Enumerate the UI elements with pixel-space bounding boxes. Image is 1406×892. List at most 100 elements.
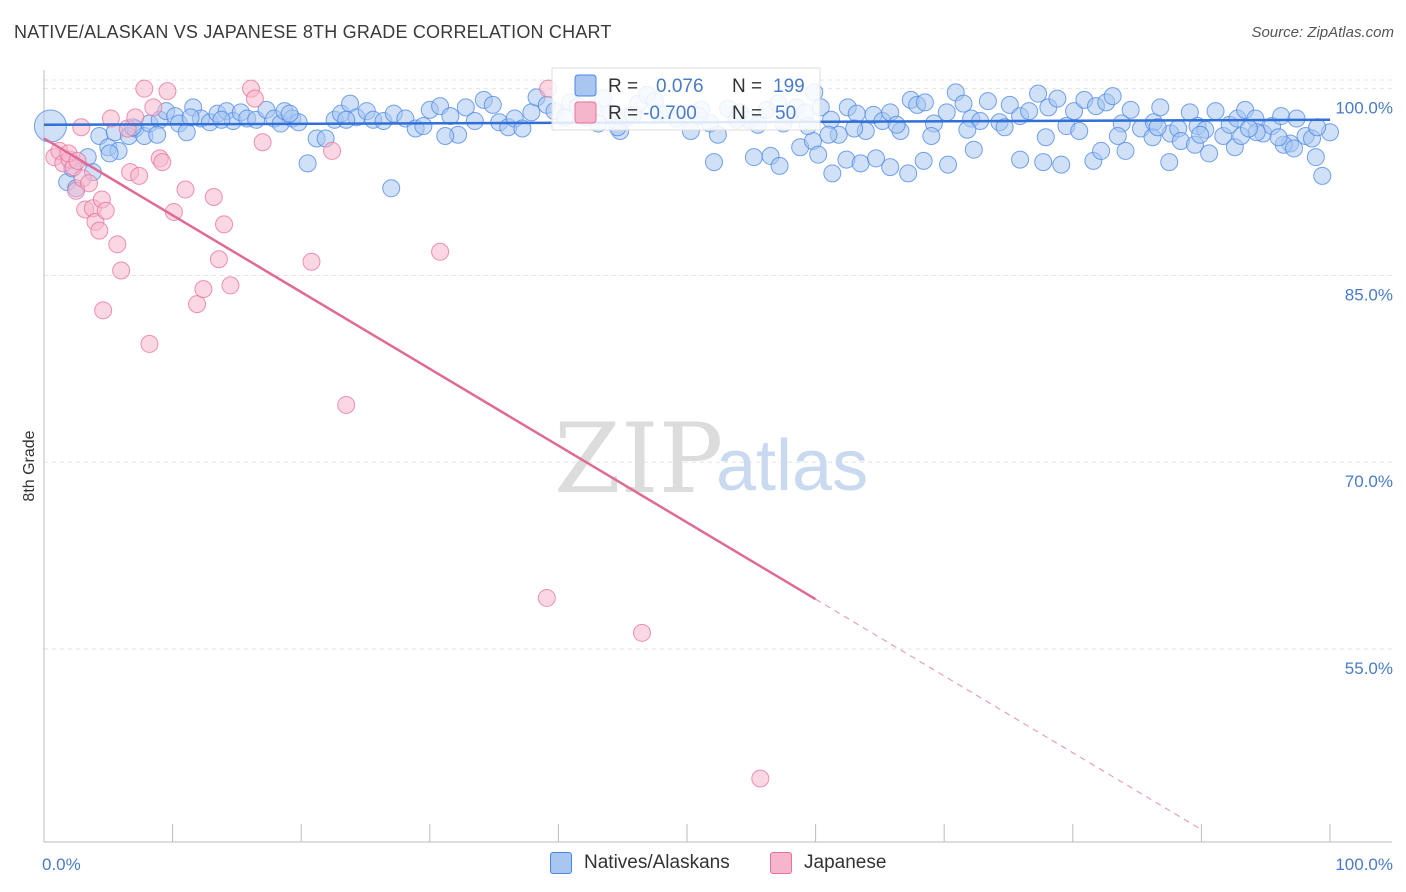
legend-r-value-2: -0.700 (643, 103, 697, 124)
japanese-point (188, 295, 207, 314)
legend-item-natives[interactable]: Natives/Alaskans (550, 852, 730, 874)
japanese-point (90, 221, 109, 240)
native-point (382, 179, 401, 198)
bottom-legend: Natives/Alaskans Japanese (0, 852, 1406, 878)
native-point (899, 164, 918, 183)
native-point (964, 140, 983, 159)
native-point (1313, 166, 1332, 185)
native-point (1116, 141, 1135, 160)
native-point (1284, 139, 1303, 158)
x-tick-label-1: 100.0% (1335, 855, 1393, 874)
native-point (1306, 148, 1325, 167)
x-tick-labels: 0.0% 100.0% (42, 855, 1393, 874)
native-point (280, 104, 299, 123)
japanese-point (153, 153, 172, 172)
japanese-point (101, 109, 120, 128)
legend-n-value-1: 199 (773, 76, 805, 97)
native-point (1103, 87, 1122, 106)
japanese-point (337, 395, 356, 414)
japanese-point (176, 180, 195, 199)
watermark-atlas: atlas (716, 426, 868, 506)
native-point (1000, 95, 1019, 114)
japanese-point (323, 141, 342, 160)
native-point (483, 95, 502, 114)
native-point (915, 93, 934, 112)
native-point (1269, 128, 1288, 147)
native-point (181, 108, 200, 127)
native-point (845, 119, 864, 138)
native-point (851, 154, 870, 173)
native-point (1092, 141, 1111, 160)
native-point (881, 158, 900, 177)
japanese-point (209, 250, 228, 269)
native-point (1036, 128, 1055, 147)
native-point (513, 119, 532, 138)
native-point (847, 104, 866, 123)
native-point (436, 126, 455, 145)
native-point (823, 164, 842, 183)
japanese-point (751, 769, 770, 788)
x-tick-label-0: 0.0% (42, 855, 81, 874)
y-axis-label: 8th Grade (21, 430, 38, 501)
native-point (819, 125, 838, 144)
native-point (705, 153, 724, 172)
native-point (1148, 118, 1167, 137)
japanese-point (96, 201, 115, 220)
japanese-trend-line (43, 137, 817, 601)
japanese-point (80, 174, 99, 193)
native-point (465, 112, 484, 131)
japanese-point (135, 79, 154, 98)
legend-swatch-natives (550, 852, 572, 874)
native-point (456, 98, 475, 117)
japanese-point (94, 301, 113, 320)
japanese-point (158, 82, 177, 101)
native-point (978, 92, 997, 111)
japanese-point (130, 166, 149, 185)
japanese-trend-extension (815, 598, 1202, 831)
japanese-point (431, 242, 450, 261)
native-point (1308, 118, 1327, 137)
legend-swatch-blue (574, 74, 597, 97)
japanese-point (108, 235, 127, 254)
native-point (1287, 109, 1306, 128)
native-point (177, 123, 196, 142)
y-tick-label-1: 70.0% (1345, 472, 1393, 491)
native-point (937, 103, 956, 122)
native-point (1239, 119, 1258, 138)
japanese-point (140, 334, 159, 353)
native-point (770, 156, 789, 175)
japanese-point (204, 188, 223, 207)
source-label: Source: ZipAtlas.com (1251, 24, 1394, 41)
series-japanese-points (45, 79, 770, 788)
japanese-point (221, 276, 240, 295)
legend-n-value-2: 50 (775, 103, 796, 124)
japanese-point (72, 118, 91, 137)
stats-legend-box (551, 67, 821, 131)
native-point (939, 155, 958, 174)
legend-item-japanese[interactable]: Japanese (770, 852, 886, 874)
native-point (148, 125, 167, 144)
japanese-point (632, 623, 651, 642)
native-point (1200, 144, 1219, 163)
native-point (33, 109, 67, 143)
native-point (995, 118, 1014, 137)
native-point (867, 149, 886, 168)
legend-r-label-1: R = (608, 76, 638, 97)
chart-title: NATIVE/ALASKAN VS JAPANESE 8TH GRADE COR… (14, 22, 612, 42)
native-point (337, 110, 356, 129)
native-point (922, 126, 941, 145)
native-point (914, 151, 933, 170)
japanese-point (215, 215, 234, 234)
native-point (1034, 153, 1053, 172)
legend-label-japanese: Japanese (804, 852, 887, 873)
native-point (1029, 84, 1048, 103)
axes (43, 70, 1392, 843)
y-tick-label-0: 55.0% (1345, 659, 1393, 678)
native-point (212, 110, 231, 129)
native-point (1272, 107, 1291, 126)
native-point (1020, 102, 1039, 121)
native-point (1070, 122, 1089, 141)
legend-r-value-1: 0.076 (656, 76, 704, 97)
legend-label-natives: Natives/Alaskans (584, 852, 730, 873)
native-point (958, 120, 977, 139)
